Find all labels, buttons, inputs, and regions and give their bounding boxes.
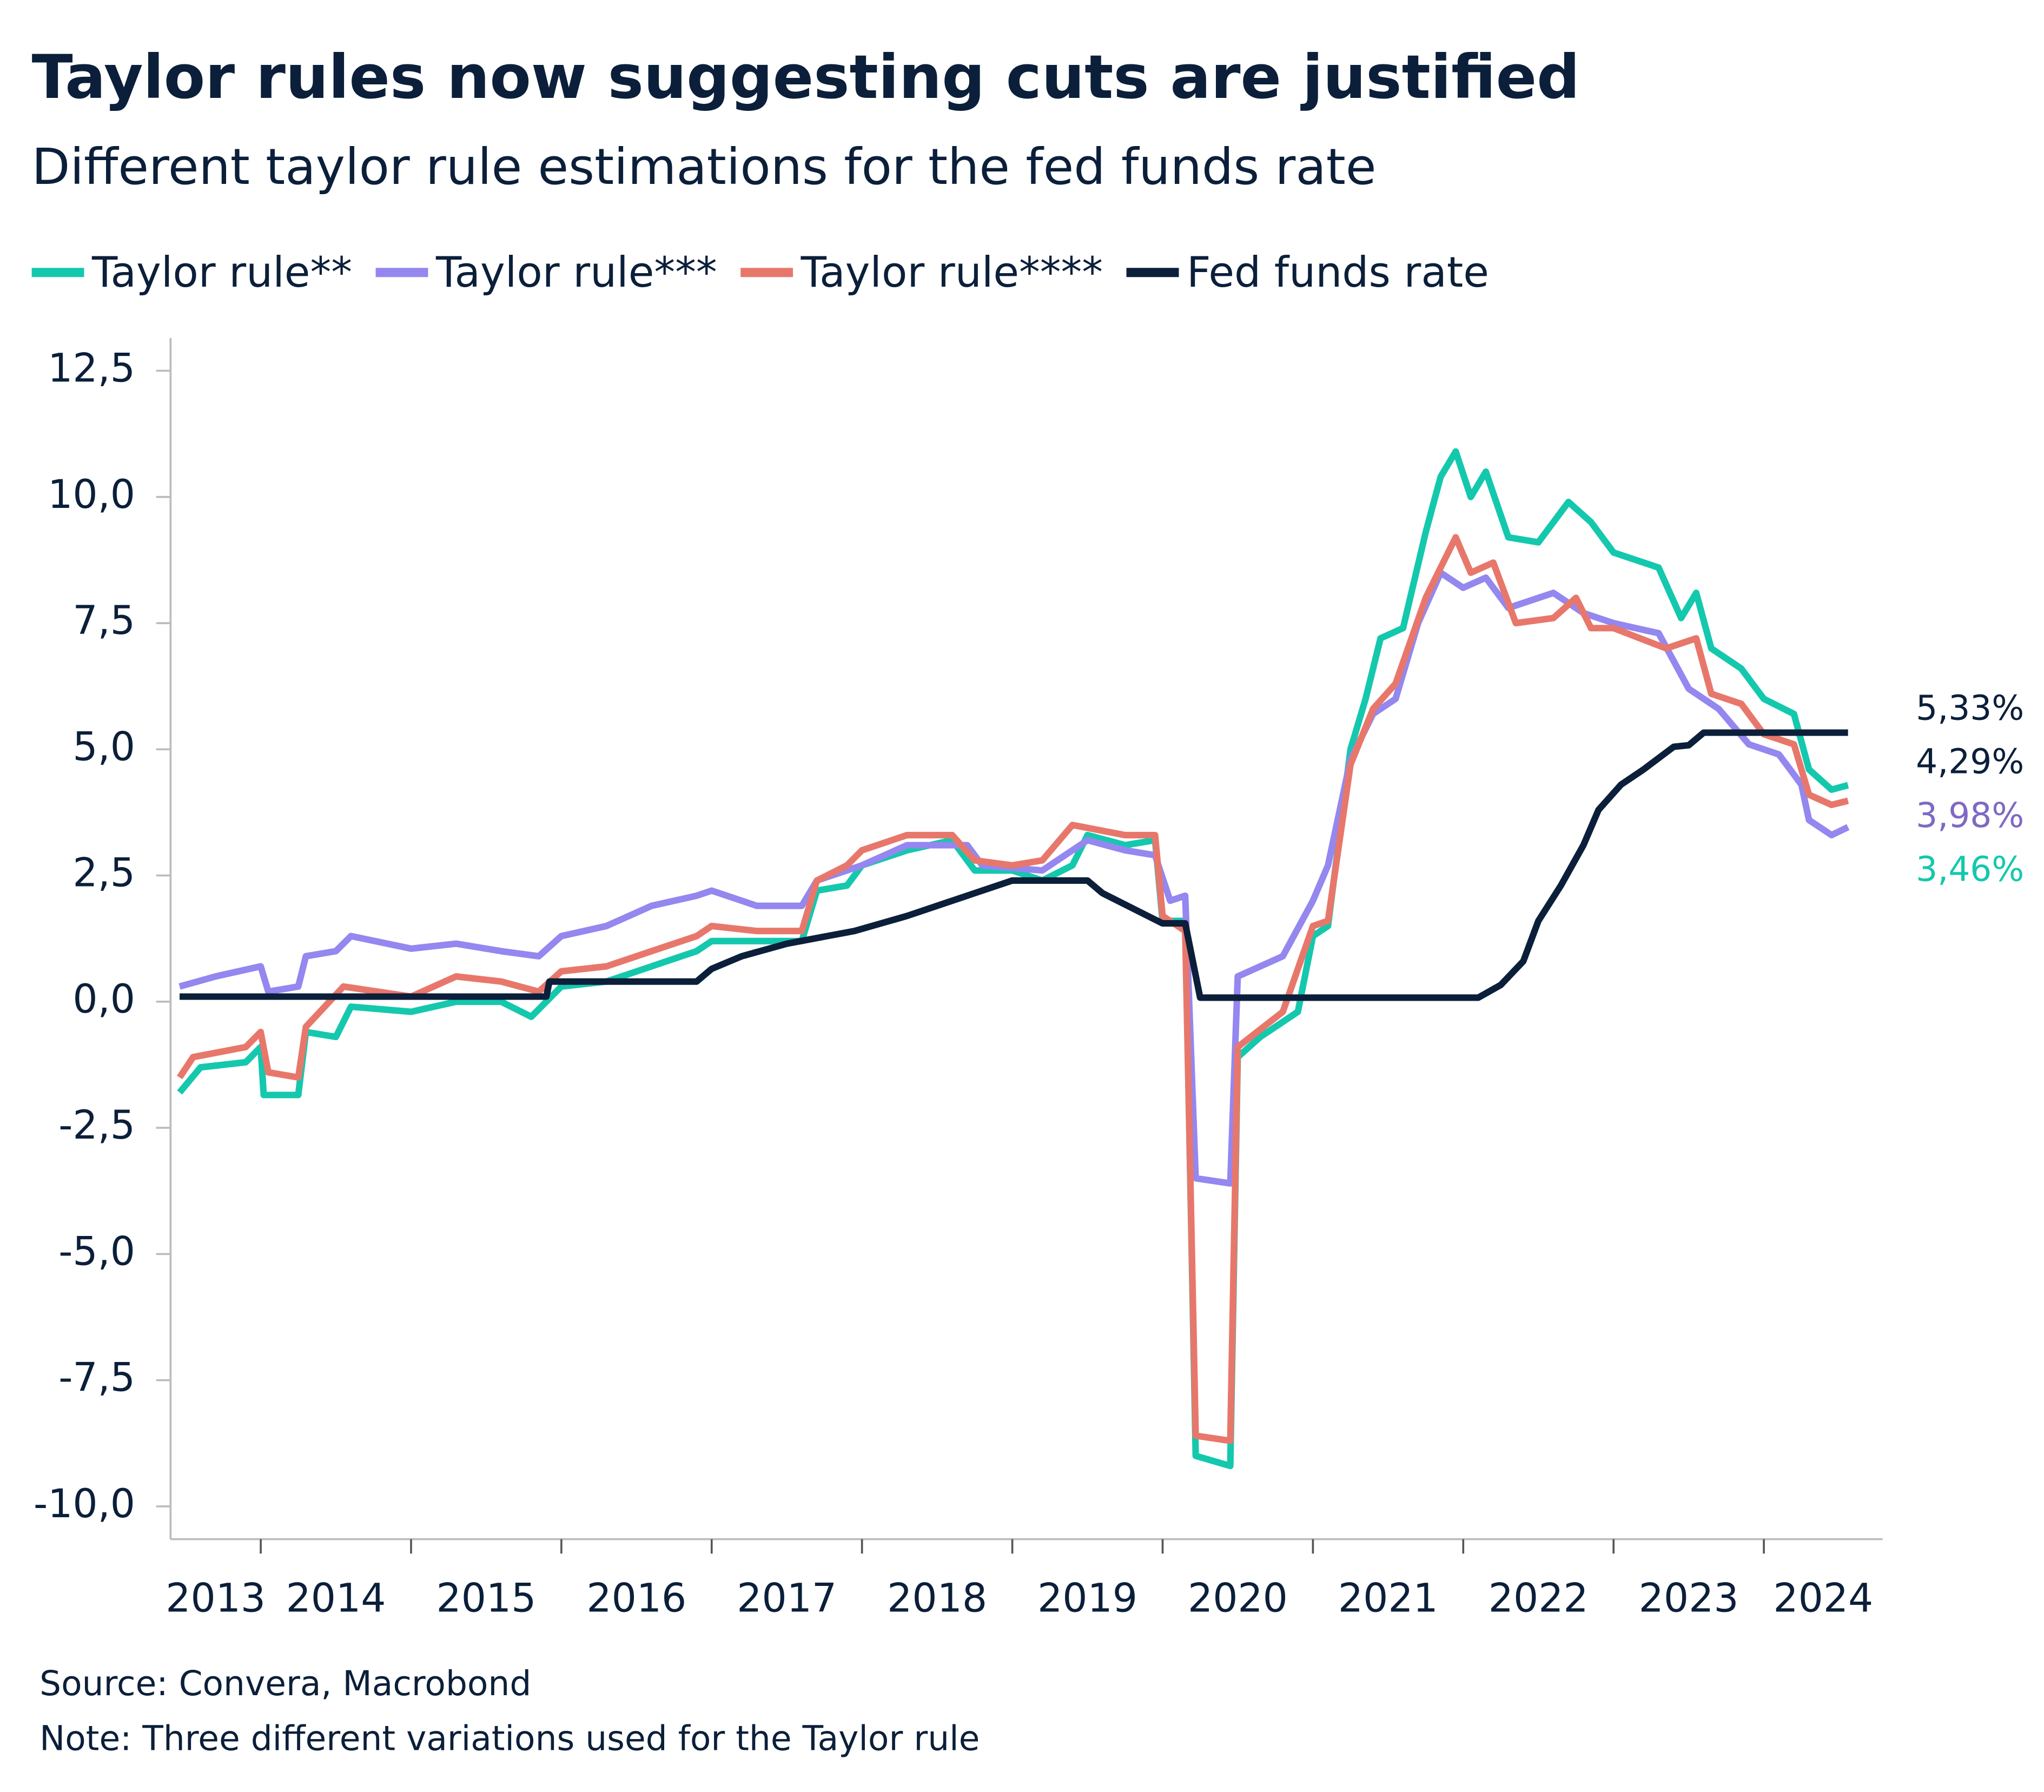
series-line xyxy=(180,729,1848,1001)
x-tick-label: 2021 xyxy=(1338,1576,1438,1621)
y-tick-label: -2,5 xyxy=(58,1103,135,1148)
series-line xyxy=(177,448,1849,1470)
legend-label: Taylor rule**** xyxy=(801,248,1103,297)
x-tick-label: 2014 xyxy=(286,1576,386,1621)
end-label: 5,33% xyxy=(1916,688,2024,728)
chart-subtitle: Different taylor rule estimations for th… xyxy=(32,138,1377,196)
x-tick-label: 2020 xyxy=(1188,1576,1288,1621)
x-tick-label: 2015 xyxy=(436,1576,536,1621)
y-tick-label: 10,0 xyxy=(48,472,135,518)
y-tick-label: 0,0 xyxy=(72,977,135,1022)
x-tick-label: 2017 xyxy=(737,1576,837,1621)
legend-label: Taylor rule*** xyxy=(435,248,717,297)
y-tick-label: -5,0 xyxy=(58,1229,135,1274)
x-tick-label: 2018 xyxy=(887,1576,987,1621)
source: Source: Convera, Macrobond xyxy=(39,1664,531,1703)
series-line xyxy=(177,534,1849,1444)
x-tick-label: 2019 xyxy=(1037,1576,1137,1621)
y-tick-label: 12,5 xyxy=(48,346,135,391)
y-tick-label: 2,5 xyxy=(72,851,135,896)
series-line xyxy=(178,569,1850,1187)
end-label: 4,29% xyxy=(1916,742,2024,782)
x-tick-label: 2024 xyxy=(1773,1576,1873,1621)
note: Note: Three different variations used fo… xyxy=(39,1719,980,1758)
x-tick-label: 2023 xyxy=(1639,1576,1739,1621)
y-tick-label: 7,5 xyxy=(72,598,135,644)
chart-title: Taylor rules now suggesting cuts are jus… xyxy=(32,43,1580,113)
x-tick-label: 2013 xyxy=(166,1576,266,1621)
end-label: 3,46% xyxy=(1916,849,2024,889)
legend-label: Fed funds rate xyxy=(1187,248,1489,297)
y-tick-label: 5,0 xyxy=(72,724,135,770)
x-tick-label: 2022 xyxy=(1489,1576,1589,1621)
end-label: 3,98% xyxy=(1916,796,2024,835)
y-tick-label: -10,0 xyxy=(34,1482,135,1527)
y-tick-label: -7,5 xyxy=(58,1355,135,1401)
legend-label: Taylor rule** xyxy=(91,248,352,297)
x-tick-label: 2016 xyxy=(586,1576,686,1621)
